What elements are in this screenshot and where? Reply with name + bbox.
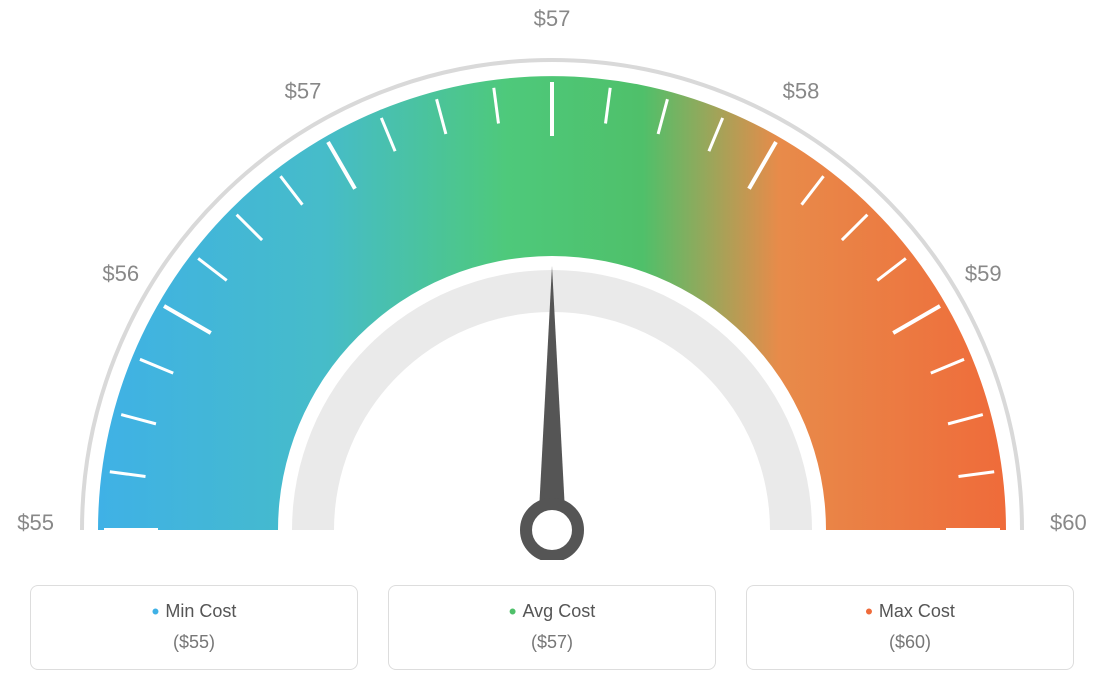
svg-text:$60: $60 — [1050, 510, 1087, 535]
legend-dot-min: • — [152, 599, 160, 624]
svg-text:$57: $57 — [534, 6, 571, 31]
legend-dot-max: • — [865, 599, 873, 624]
legend-label-max: Max Cost — [879, 601, 955, 621]
legend-box-min: •Min Cost ($55) — [30, 585, 358, 670]
legend-value-min: ($55) — [41, 632, 347, 653]
legend-value-avg: ($57) — [399, 632, 705, 653]
legend-value-max: ($60) — [757, 632, 1063, 653]
svg-text:$57: $57 — [285, 79, 322, 104]
svg-text:$56: $56 — [102, 261, 139, 286]
chart-container: $55$56$57$57$58$59$60 •Min Cost ($55) •A… — [0, 0, 1104, 690]
legend-label-min: Min Cost — [165, 601, 236, 621]
legend-dot-avg: • — [509, 599, 517, 624]
legend-title-min: •Min Cost — [41, 600, 347, 622]
svg-text:$58: $58 — [783, 79, 820, 104]
svg-text:$59: $59 — [965, 261, 1002, 286]
legend-box-avg: • Avg Cost ($57) — [388, 585, 716, 670]
legend-title-max: • Max Cost — [757, 600, 1063, 622]
legend-row: •Min Cost ($55) •Avg Cost ($57) •Max Cos… — [30, 585, 1074, 670]
gauge-svg: $55 $56 $57 $57 $58 $59 $60 — [0, 0, 1104, 560]
legend-box-max: • Max Cost ($60) — [746, 585, 1074, 670]
legend-title-avg: • Avg Cost — [399, 600, 705, 622]
gauge-chart: $55 $56 $57 $57 $58 $59 $60 — [0, 0, 1104, 560]
legend-label-avg: Avg Cost — [523, 601, 596, 621]
svg-text:$55: $55 — [17, 510, 54, 535]
